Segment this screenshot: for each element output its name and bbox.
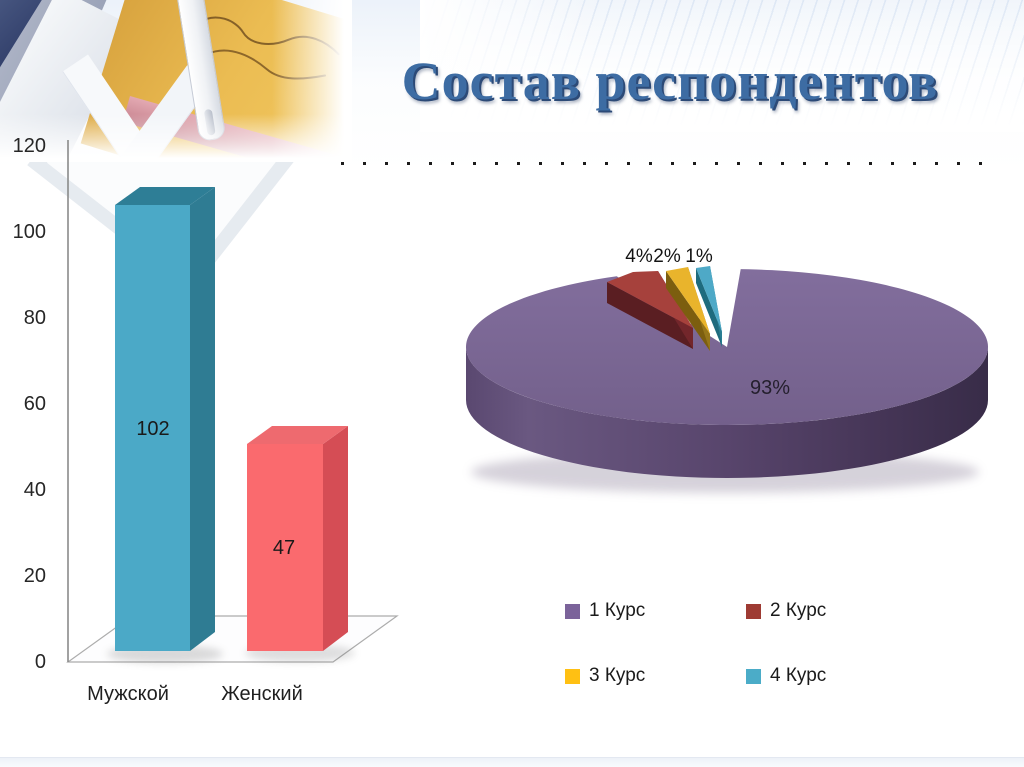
pie-label-4pct: 4%: [625, 246, 653, 267]
bar-female-top: [247, 426, 348, 444]
legend-label-2kurs: 2 Курс: [770, 600, 827, 621]
legend-swatch-4kurs: [746, 668, 761, 684]
bar-female-front: [247, 444, 323, 651]
dotted-divider: [341, 162, 991, 165]
pie-slice-1kurs-top: [466, 269, 989, 425]
pie-slice-3kurs-top: [666, 267, 710, 334]
pie-label-93pct: 93%: [749, 377, 791, 399]
legend-item-3kurs: 3 Курс: [565, 663, 645, 689]
ytick-40: 40: [23, 479, 46, 501]
books-photo-collage: [0, 0, 352, 162]
legend-swatch-1kurs: [565, 603, 580, 619]
legend-item-4kurs: 4 Курс: [746, 663, 826, 689]
pie-label-2pct: 2%: [653, 246, 681, 267]
pie-slice-4kurs-left-face: [696, 268, 722, 347]
bar-chart: [66, 140, 399, 663]
legend-label-3kurs: 3 Курс: [589, 665, 646, 686]
category-label-female: Женский: [221, 683, 303, 705]
background-streaks-fade: [420, 0, 1024, 132]
ytick-60: 60: [23, 393, 46, 415]
pie-slice-1kurs-side: [466, 347, 988, 478]
legend-item-2kurs: 2 Курс: [746, 598, 826, 624]
photo-fade-bottom: [0, 114, 352, 162]
ytick-100: 100: [12, 221, 46, 243]
category-label-male: Мужской: [87, 683, 169, 705]
pie-slice-2kurs-left-face: [607, 282, 693, 349]
pie-slice-3kurs-left-face: [666, 271, 710, 351]
legend-label-1kurs: 1 Курс: [589, 600, 646, 621]
pie-chart: [466, 266, 989, 493]
legend-swatch-2kurs: [746, 603, 761, 619]
legend-swatch-3kurs: [565, 668, 580, 684]
bar-male-side: [190, 187, 215, 651]
bar-male-front: [115, 205, 190, 651]
bar-female-value-label: 47: [272, 537, 296, 559]
pie-slice-4kurs-top: [696, 266, 722, 332]
ytick-120: 120: [12, 135, 46, 157]
pie-slice-2kurs-top: [607, 271, 693, 328]
ytick-0: 0: [34, 651, 46, 673]
legend-label-4kurs: 4 Курс: [770, 665, 827, 686]
ytick-80: 80: [23, 307, 46, 329]
slide-title: Состав респондентов: [401, 51, 939, 111]
bar-male-top: [115, 187, 215, 205]
bottom-edge-strip: [0, 757, 1024, 767]
legend-item-1kurs: 1 Курс: [565, 598, 645, 624]
bar-male-value-label: 102: [136, 418, 170, 440]
bar-female-side: [323, 426, 348, 651]
ytick-20: 20: [23, 565, 46, 587]
pie-label-1pct: 1%: [685, 246, 713, 267]
